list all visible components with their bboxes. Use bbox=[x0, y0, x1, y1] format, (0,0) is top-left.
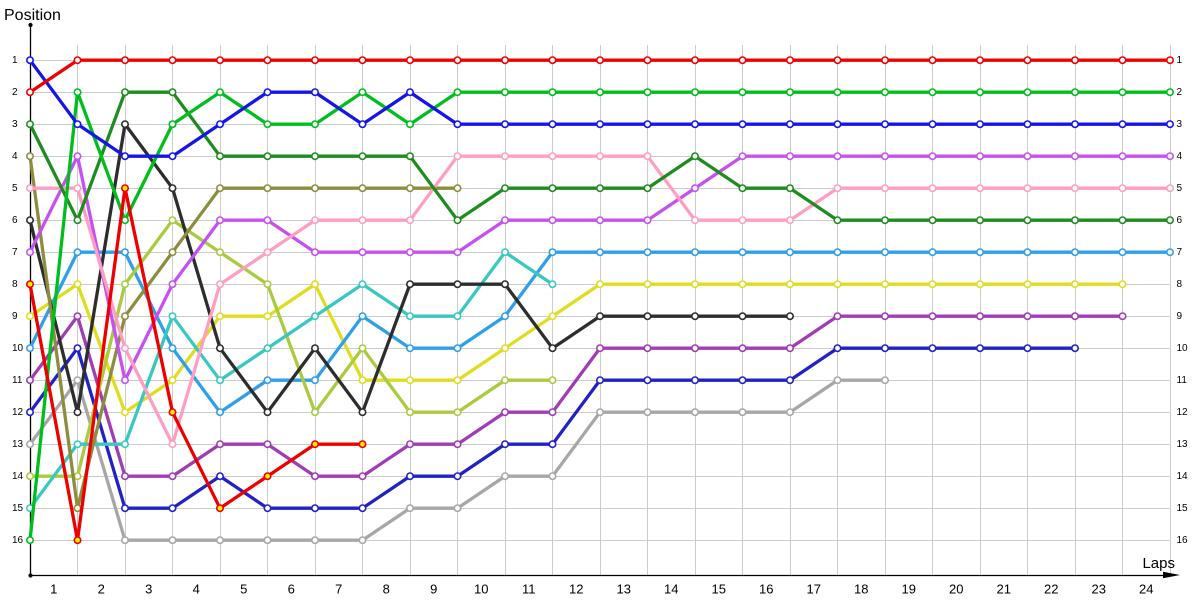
svg-text:5: 5 bbox=[240, 582, 247, 597]
svg-text:14: 14 bbox=[12, 471, 24, 482]
svg-text:3: 3 bbox=[1177, 119, 1183, 130]
svg-text:5: 5 bbox=[1177, 183, 1183, 194]
svg-text:10: 10 bbox=[12, 343, 24, 354]
svg-text:3: 3 bbox=[12, 119, 18, 130]
svg-text:22: 22 bbox=[1044, 582, 1058, 597]
svg-text:7: 7 bbox=[1177, 247, 1183, 258]
svg-text:6: 6 bbox=[288, 582, 295, 597]
svg-text:4: 4 bbox=[193, 582, 200, 597]
svg-text:7: 7 bbox=[12, 247, 18, 258]
svg-text:10: 10 bbox=[474, 582, 488, 597]
svg-text:10: 10 bbox=[1177, 343, 1189, 354]
svg-text:8: 8 bbox=[383, 582, 390, 597]
svg-text:16: 16 bbox=[1177, 535, 1189, 546]
svg-text:5: 5 bbox=[12, 183, 18, 194]
svg-text:6: 6 bbox=[12, 215, 18, 226]
svg-text:23: 23 bbox=[1092, 582, 1106, 597]
svg-text:14: 14 bbox=[664, 582, 678, 597]
svg-text:9: 9 bbox=[12, 311, 18, 322]
svg-text:11: 11 bbox=[1177, 375, 1188, 386]
svg-text:12: 12 bbox=[12, 407, 24, 418]
svg-text:21: 21 bbox=[997, 582, 1011, 597]
svg-text:15: 15 bbox=[12, 503, 24, 514]
svg-text:9: 9 bbox=[1177, 311, 1183, 322]
svg-text:16: 16 bbox=[12, 535, 24, 546]
svg-text:12: 12 bbox=[1177, 407, 1189, 418]
svg-text:8: 8 bbox=[1177, 279, 1183, 290]
svg-text:14: 14 bbox=[1177, 471, 1189, 482]
svg-text:11: 11 bbox=[522, 582, 536, 597]
svg-text:13: 13 bbox=[1177, 439, 1189, 450]
svg-text:12: 12 bbox=[569, 582, 583, 597]
svg-text:2: 2 bbox=[98, 582, 105, 597]
svg-text:8: 8 bbox=[12, 279, 18, 290]
svg-text:16: 16 bbox=[759, 582, 773, 597]
svg-text:3: 3 bbox=[145, 582, 152, 597]
svg-text:1: 1 bbox=[1177, 55, 1183, 66]
svg-text:2: 2 bbox=[1177, 87, 1183, 98]
svg-text:19: 19 bbox=[902, 582, 916, 597]
svg-text:1: 1 bbox=[50, 582, 57, 597]
svg-text:Position: Position bbox=[4, 7, 61, 24]
svg-text:13: 13 bbox=[12, 439, 24, 450]
svg-text:6: 6 bbox=[1177, 215, 1183, 226]
svg-text:15: 15 bbox=[712, 582, 726, 597]
svg-text:20: 20 bbox=[949, 582, 963, 597]
svg-text:17: 17 bbox=[807, 582, 821, 597]
svg-text:11: 11 bbox=[12, 375, 23, 386]
svg-text:13: 13 bbox=[617, 582, 631, 597]
svg-text:2: 2 bbox=[12, 87, 18, 98]
svg-text:18: 18 bbox=[854, 582, 868, 597]
svg-text:15: 15 bbox=[1177, 503, 1189, 514]
svg-text:24: 24 bbox=[1139, 582, 1153, 597]
svg-text:9: 9 bbox=[430, 582, 437, 597]
svg-text:Laps: Laps bbox=[1142, 555, 1175, 572]
svg-text:4: 4 bbox=[12, 151, 18, 162]
svg-text:4: 4 bbox=[1177, 151, 1183, 162]
svg-text:7: 7 bbox=[335, 582, 342, 597]
svg-text:1: 1 bbox=[12, 55, 18, 66]
